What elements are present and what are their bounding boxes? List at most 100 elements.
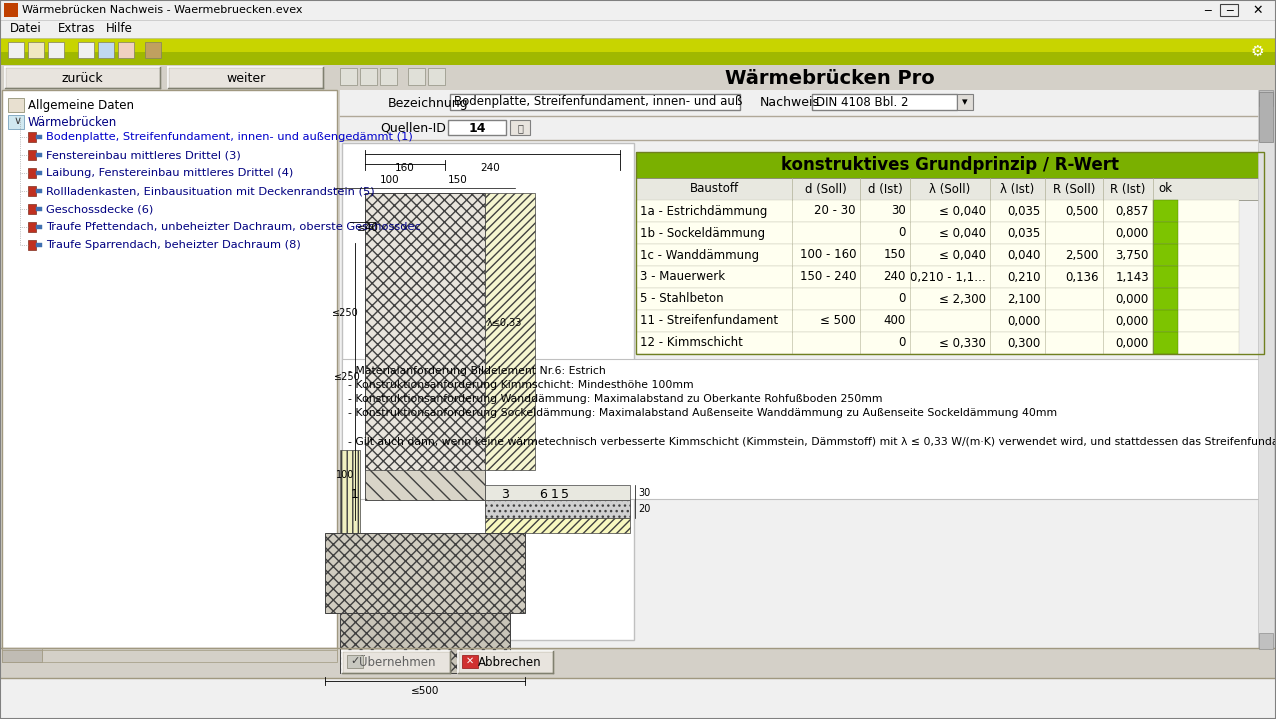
Bar	[1154, 310, 1178, 332]
Text: ✓: ✓	[351, 656, 360, 666]
Bar	[485, 193, 535, 470]
Bar	[1259, 92, 1273, 142]
Text: 0,040: 0,040	[1008, 249, 1041, 262]
Text: 0,000: 0,000	[1115, 226, 1148, 239]
Text: 5 - Stahlbeton: 5 - Stahlbeton	[641, 293, 723, 306]
Bar	[28, 222, 36, 232]
Text: Hilfe: Hilfe	[106, 22, 133, 35]
Text: 0,210 - 1,1…: 0,210 - 1,1…	[910, 270, 986, 283]
Bar	[3, 648, 337, 660]
Bar	[510, 120, 530, 135]
Bar	[98, 42, 114, 58]
Text: 0,000: 0,000	[1115, 314, 1148, 327]
Bar	[1220, 4, 1238, 16]
Bar	[28, 186, 36, 196]
Bar	[0, 65, 1276, 90]
Text: 30: 30	[891, 204, 906, 218]
Text: 240: 240	[883, 270, 906, 283]
Text: ✕: ✕	[466, 656, 475, 666]
Text: 0,035: 0,035	[1008, 226, 1041, 239]
Text: 150 - 240: 150 - 240	[800, 270, 856, 283]
Text: zurück: zurück	[61, 71, 103, 85]
Text: Wärmebrücken Pro: Wärmebrücken Pro	[725, 68, 935, 88]
Bar	[635, 200, 1239, 222]
Text: DIN 4108 Bbl. 2: DIN 4108 Bbl. 2	[815, 96, 909, 109]
Text: λ (Ist): λ (Ist)	[1000, 183, 1035, 196]
Text: 12 - Kimmschicht: 12 - Kimmschicht	[641, 336, 743, 349]
Bar	[462, 655, 478, 668]
Bar	[0, 0, 1276, 20]
Bar	[1248, 42, 1266, 58]
Text: Wärmebrücken Nachweis - Waermebruecken.evex: Wärmebrücken Nachweis - Waermebruecken.e…	[22, 5, 302, 15]
Bar	[36, 189, 42, 193]
Text: 2,100: 2,100	[1008, 293, 1041, 306]
Bar	[5, 67, 160, 88]
Bar	[339, 613, 510, 673]
Text: 1c - Wanddämmung: 1c - Wanddämmung	[641, 249, 759, 262]
Bar	[365, 193, 485, 500]
Text: ─: ─	[1226, 5, 1234, 15]
Text: ok: ok	[1159, 183, 1173, 196]
Bar	[450, 94, 740, 110]
Bar	[145, 42, 161, 58]
Text: 0,300: 0,300	[1008, 336, 1041, 349]
Text: λ≤0,33: λ≤0,33	[487, 318, 522, 328]
Text: 1b - Sockeldämmung: 1b - Sockeldämmung	[641, 226, 766, 239]
Bar	[3, 650, 42, 662]
Bar	[28, 240, 36, 250]
Text: ≤ 500: ≤ 500	[820, 314, 856, 327]
Bar	[635, 152, 1265, 354]
Text: ≤40: ≤40	[357, 223, 379, 233]
Text: Fenstereinbau mittleres Drittel (3): Fenstereinbau mittleres Drittel (3)	[46, 150, 241, 160]
Text: 150: 150	[884, 249, 906, 262]
Bar	[380, 68, 397, 85]
Text: 160: 160	[396, 163, 415, 173]
Bar	[485, 518, 630, 533]
Text: 0,000: 0,000	[1008, 314, 1041, 327]
Bar	[28, 168, 36, 178]
Bar	[957, 94, 974, 110]
Text: ≤ 0,040: ≤ 0,040	[939, 249, 986, 262]
Text: 1,143: 1,143	[1115, 270, 1148, 283]
Text: 0,000: 0,000	[1115, 293, 1148, 306]
Bar	[8, 98, 24, 112]
Text: 100: 100	[380, 175, 399, 185]
Bar	[339, 450, 360, 550]
Bar	[0, 20, 1276, 38]
Text: Wärmebrücken: Wärmebrücken	[28, 116, 117, 129]
Text: 20: 20	[638, 504, 651, 514]
Bar	[28, 150, 36, 160]
Text: 150: 150	[448, 175, 468, 185]
Text: - Konstruktionsanforderung Wanddämmung: Maximalabstand zu Oberkante Rohfußboden : - Konstruktionsanforderung Wanddämmung: …	[348, 394, 883, 404]
Text: ⚙: ⚙	[1250, 44, 1263, 58]
Text: 0: 0	[898, 336, 906, 349]
Text: 3 - Mauerwerk: 3 - Mauerwerk	[641, 270, 725, 283]
Text: 0,857: 0,857	[1115, 204, 1148, 218]
Text: ✕: ✕	[1253, 4, 1263, 17]
Bar	[485, 485, 630, 500]
Text: 📷: 📷	[517, 123, 523, 133]
Text: 1a - Estrichdämmung: 1a - Estrichdämmung	[641, 204, 767, 218]
Bar	[1154, 244, 1178, 266]
Text: Übernehmen: Übernehmen	[359, 656, 435, 669]
Text: 14: 14	[468, 122, 486, 134]
Bar	[36, 225, 42, 229]
Text: 0,035: 0,035	[1008, 204, 1041, 218]
Text: 0: 0	[898, 226, 906, 239]
Bar	[635, 332, 1239, 354]
Text: ≤500: ≤500	[411, 686, 439, 696]
Text: 240: 240	[480, 163, 500, 173]
Bar	[78, 42, 94, 58]
Text: Bodenplatte, Streifenfundament, innen- und auß: Bodenplatte, Streifenfundament, innen- u…	[454, 96, 743, 109]
Text: 1: 1	[351, 488, 359, 501]
Text: 6: 6	[538, 488, 547, 501]
Text: 30: 30	[638, 487, 651, 498]
Text: 20 - 30: 20 - 30	[814, 204, 856, 218]
Bar	[117, 42, 134, 58]
Text: ≤250: ≤250	[333, 372, 360, 382]
Text: ≤ 0,040: ≤ 0,040	[939, 226, 986, 239]
Text: ∨: ∨	[14, 116, 22, 126]
Text: 5: 5	[561, 488, 569, 501]
Bar	[3, 650, 337, 662]
Text: ≤ 0,330: ≤ 0,330	[939, 336, 986, 349]
